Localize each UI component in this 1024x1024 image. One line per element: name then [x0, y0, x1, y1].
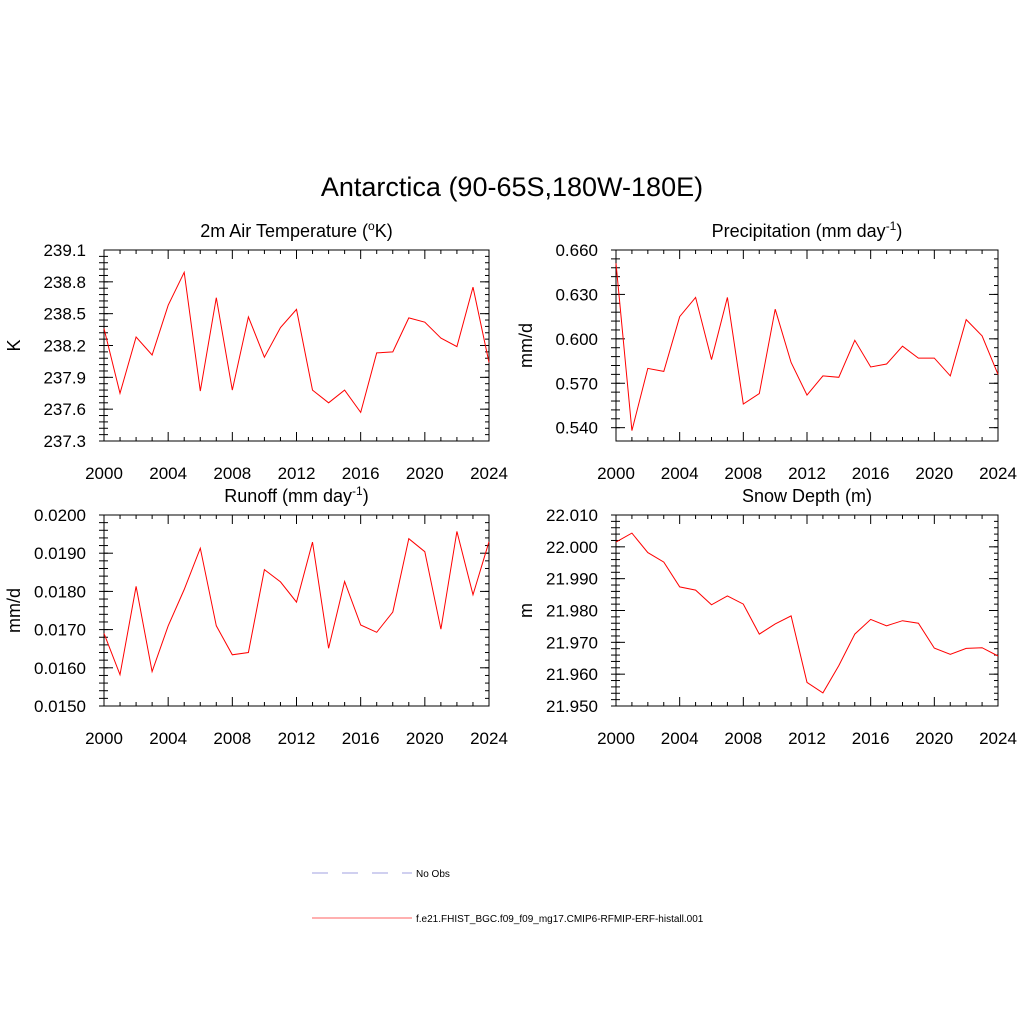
x-tick-label: 2004: [149, 464, 187, 483]
y-tick-label: 0.540: [555, 419, 598, 438]
y-tick-label: 22.000: [546, 538, 598, 557]
y-tick-label: 237.9: [43, 368, 86, 387]
x-tick-label: 2004: [661, 729, 699, 748]
x-tick-label: 2000: [85, 464, 123, 483]
chart-panels: 2m Air Temperature (oK) K 237.3 237.6 237.9 2…: [4, 219, 1017, 748]
x-tick-label: 2024: [979, 729, 1017, 748]
x-tick-label: 2020: [406, 464, 444, 483]
y-tick-label: 237.3: [43, 432, 86, 451]
y-tick-label: 22.010: [546, 506, 598, 525]
plot-frame: [103, 514, 490, 707]
x-tick-label: 2008: [724, 729, 762, 748]
y-tick-label: 0.630: [555, 285, 598, 304]
x-tick-label: 2008: [213, 464, 251, 483]
y-tick-label: 239.1: [43, 241, 86, 260]
series-line-0: [103, 270, 490, 414]
x-tick-label: 2008: [213, 729, 251, 748]
x-tick-label: 2008: [724, 464, 762, 483]
series-line-0: [615, 263, 999, 431]
panel-title: Precipitation (mm day-1): [712, 219, 903, 241]
x-tick-label: 2012: [278, 729, 316, 748]
x-tick-label: 2012: [788, 729, 826, 748]
y-axis-label: m: [516, 603, 536, 618]
y-tick-label: 237.6: [43, 400, 86, 419]
x-tick-label: 2016: [852, 729, 890, 748]
x-tick-label: 2000: [597, 464, 635, 483]
y-tick-label: 0.570: [555, 374, 598, 393]
y-tick-label: 0.0160: [34, 659, 86, 678]
plot-frame: [615, 249, 999, 442]
y-tick-label: 238.5: [43, 305, 86, 324]
y-tick-label: 238.2: [43, 337, 86, 356]
y-tick-label: 0.0150: [34, 697, 86, 716]
x-tick-label: 2020: [915, 729, 953, 748]
y-tick-label: 0.600: [555, 330, 598, 349]
plot-frame: [103, 249, 490, 442]
x-tick-label: 2000: [85, 729, 123, 748]
panel-title: Runoff (mm day-1): [224, 484, 368, 506]
y-axis-label: mm/d: [4, 588, 24, 633]
x-tick-label: 2004: [149, 729, 187, 748]
chart-panel-0: 2m Air Temperature (oK) K 237.3 237.6 237.9 2…: [4, 219, 508, 483]
y-axis-label: K: [4, 339, 24, 351]
y-tick-label: 21.990: [546, 570, 598, 589]
panel-title: Snow Depth (m): [742, 486, 872, 506]
x-tick-label: 2012: [788, 464, 826, 483]
y-tick-label: 0.0180: [34, 582, 86, 601]
y-tick-label: 0.0200: [34, 506, 86, 525]
legend: No Obs f.e21.FHIST_BGC.f09_f09_mg17.CMIP…: [312, 869, 704, 925]
legend-label-no-obs: No Obs: [416, 869, 450, 880]
x-tick-label: 2024: [979, 464, 1017, 483]
x-tick-label: 2024: [470, 729, 508, 748]
chart-panel-1: Precipitation (mm day-1) mm/d 0.540 0.570 0.…: [516, 219, 1017, 483]
chart-panel-2: Runoff (mm day-1) mm/d 0.0150 0.0160 0.0170 0…: [4, 484, 508, 748]
y-tick-label: 0.0190: [34, 544, 86, 563]
x-tick-label: 2016: [342, 464, 380, 483]
y-tick-label: 21.970: [546, 633, 598, 652]
y-axis-label: mm/d: [516, 323, 536, 368]
y-tick-label: 21.980: [546, 602, 598, 621]
y-tick-label: 0.0170: [34, 621, 86, 640]
y-tick-label: 21.960: [546, 665, 598, 684]
plot-frame: [615, 514, 999, 707]
x-tick-label: 2020: [915, 464, 953, 483]
series-line-0: [615, 532, 999, 694]
x-tick-label: 2020: [406, 729, 444, 748]
x-tick-label: 2016: [852, 464, 890, 483]
y-tick-label: 238.8: [43, 273, 86, 292]
y-tick-label: 0.660: [555, 241, 598, 260]
series-line-0: [103, 531, 490, 677]
y-tick-label: 21.950: [546, 697, 598, 716]
x-tick-label: 2016: [342, 729, 380, 748]
chart-panel-3: Snow Depth (m) m 21.950 21.960 21.970 21.980 2…: [516, 486, 1017, 748]
x-tick-label: 2024: [470, 464, 508, 483]
figure-title: Antarctica (90-65S,180W-180E): [321, 172, 703, 202]
panel-title: 2m Air Temperature (oK): [200, 219, 392, 241]
x-tick-label: 2012: [278, 464, 316, 483]
legend-label-model: f.e21.FHIST_BGC.f09_f09_mg17.CMIP6-RFMIP…: [416, 914, 704, 925]
x-tick-label: 2000: [597, 729, 635, 748]
x-tick-label: 2004: [661, 464, 699, 483]
